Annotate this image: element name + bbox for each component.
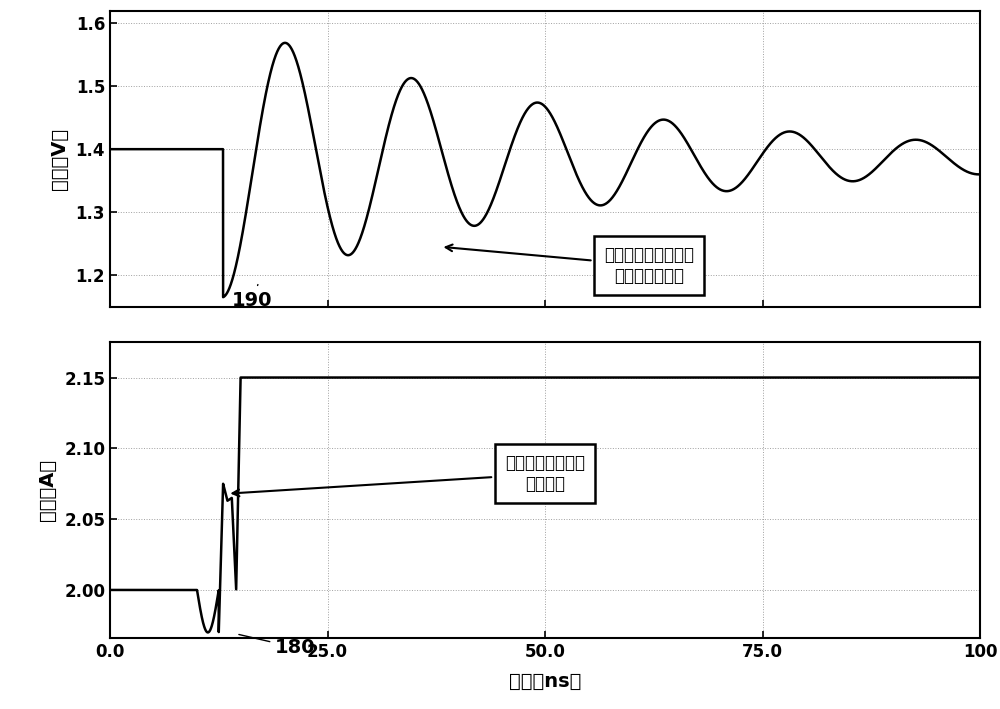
Text: 190: 190 <box>232 284 272 310</box>
Text: 集成电路的电流的
突然爆冲: 集成电路的电流的 突然爆冲 <box>233 454 585 496</box>
X-axis label: 时间（ns）: 时间（ns） <box>509 672 581 691</box>
Text: 180: 180 <box>239 635 316 657</box>
Y-axis label: 电流（A）: 电流（A） <box>38 459 57 521</box>
Text: 因电流的突然爆冲而
引发电压的弹跳: 因电流的突然爆冲而 引发电压的弹跳 <box>446 245 694 285</box>
Y-axis label: 电压（V）: 电压（V） <box>50 128 69 190</box>
